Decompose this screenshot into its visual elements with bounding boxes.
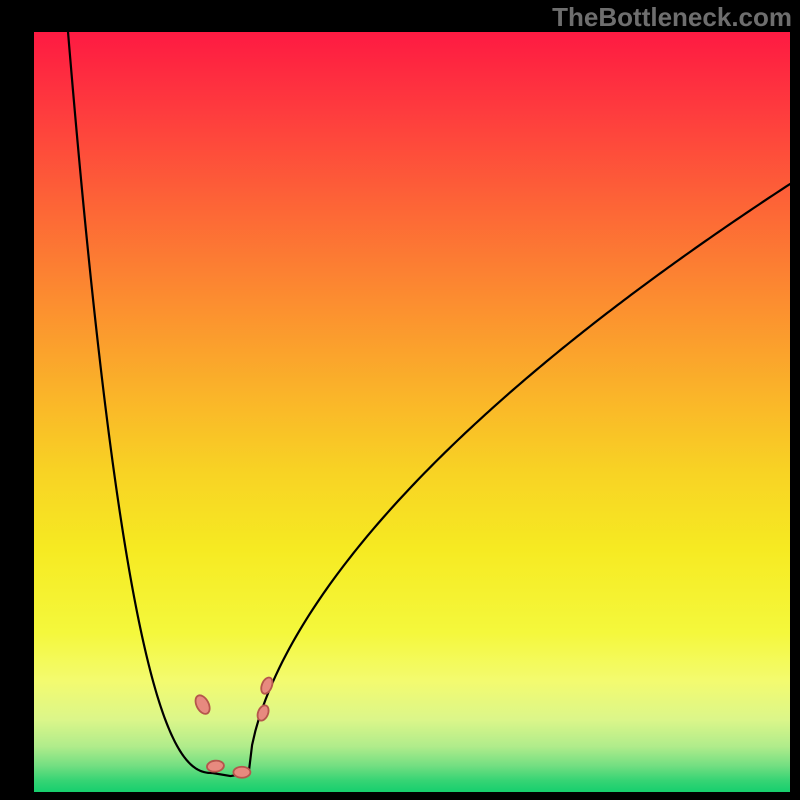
- curve-marker: [233, 767, 250, 778]
- bottleneck-chart: [34, 32, 790, 792]
- chart-background: [34, 32, 790, 792]
- plot-area: [34, 32, 790, 792]
- watermark-label: TheBottleneck.com: [552, 2, 792, 33]
